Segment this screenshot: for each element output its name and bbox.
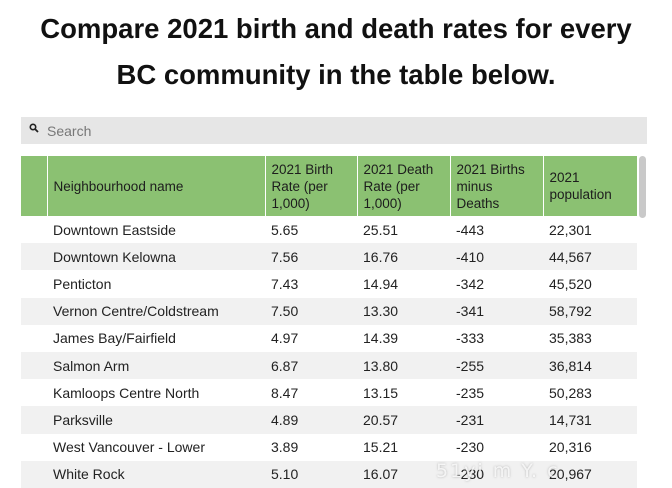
neighbourhood-cell: Vernon Centre/Coldstream [47,297,265,325]
births-minus-deaths-cell: -410 [450,243,543,271]
population-cell: 45,520 [543,270,637,298]
neighbourhood-cell: James Bay/Fairfield [47,324,265,352]
watermark: 51yi m Y. c [436,460,560,482]
table-row: Penticton 7.43 14.94 -342 45,520 [21,270,637,298]
population-cell: 50,283 [543,379,637,407]
neighbourhood-cell: Downtown Eastside [47,216,265,244]
birth-rate-cell: 7.50 [265,297,357,325]
table-row: Parksville 4.89 20.57 -231 14,731 [21,406,637,434]
table-body: Downtown Eastside 5.65 25.51 -443 22,301 Down… [21,216,637,488]
death-rate-cell: 20.57 [357,406,450,434]
row-blank [21,406,47,434]
birth-rate-cell: 6.87 [265,351,357,380]
births-minus-deaths-cell: -231 [450,406,543,434]
births-minus-deaths-cell: -230 [450,433,543,461]
header-population[interactable]: 2021 population [542,156,637,216]
search-input[interactable] [47,117,647,144]
birth-rate-cell: 7.56 [265,243,357,271]
neighbourhood-cell: West Vancouver - Lower [47,433,265,461]
death-rate-cell: 16.76 [357,243,450,271]
header-death-rate[interactable]: 2021 Death Rate (per 1,000) [356,156,450,216]
row-blank [21,379,47,407]
page-title: Compare 2021 birth and death rates for e… [0,6,672,98]
table-row: West Vancouver - Lower 3.89 15.21 -230 20,31… [21,433,637,461]
title-line-2: BC community in the table below. [116,59,556,90]
table-row: Salmon Arm 6.87 13.80 -255 36,814 [21,351,637,380]
row-blank [21,216,47,244]
births-minus-deaths-cell: -235 [450,379,543,407]
death-rate-cell: 25.51 [357,216,450,244]
births-minus-deaths-cell: -333 [450,324,543,352]
birth-rate-cell: 7.43 [265,270,357,298]
population-cell: 58,792 [543,297,637,325]
death-rate-cell: 13.80 [357,351,450,380]
row-blank [21,243,47,271]
data-table: Neighbourhood name 2021 Birth Rate (per 1… [21,156,637,488]
header-blank [21,156,47,216]
births-minus-deaths-cell: -342 [450,270,543,298]
death-rate-cell: 13.15 [357,379,450,407]
data-table-container[interactable]: Neighbourhood name 2021 Birth Rate (per 1… [21,156,647,488]
row-blank [21,297,47,325]
population-cell: 20,316 [543,433,637,461]
header-birth-rate[interactable]: 2021 Birth Rate (per 1,000) [264,156,357,216]
death-rate-cell: 14.94 [357,270,450,298]
row-blank [21,351,47,380]
table-header: Neighbourhood name 2021 Birth Rate (per 1… [21,156,637,216]
row-blank [21,324,47,352]
births-minus-deaths-cell: -443 [450,216,543,244]
death-rate-cell: 14.39 [357,324,450,352]
births-minus-deaths-cell: -341 [450,297,543,325]
row-blank [21,433,47,461]
header-births-minus-deaths[interactable]: 2021 Births minus Deaths [449,156,543,216]
table-row: James Bay/Fairfield 4.97 14.39 -333 35,383 [21,324,637,352]
population-cell: 20,967 [543,460,637,488]
row-blank [21,460,47,488]
header-neighbourhood-name[interactable]: Neighbourhood name [46,156,265,216]
population-cell: 36,814 [543,351,637,380]
neighbourhood-cell: Salmon Arm [47,351,265,380]
table-row: Downtown Kelowna 7.56 16.76 -410 44,567 [21,243,637,271]
birth-rate-cell: 4.97 [265,324,357,352]
table-row: Kamloops Centre North 8.47 13.15 -235 50,283 [21,379,637,407]
table-row: White Rock 5.10 16.07 -230 20,967 [21,460,637,488]
population-cell: 22,301 [543,216,637,244]
neighbourhood-cell: White Rock [47,460,265,488]
table-row: Downtown Eastside 5.65 25.51 -443 22,301 [21,216,637,244]
birth-rate-cell: 4.89 [265,406,357,434]
birth-rate-cell: 5.65 [265,216,357,244]
row-blank [21,270,47,298]
search-icon [21,117,47,144]
birth-rate-cell: 8.47 [265,379,357,407]
birth-rate-cell: 5.10 [265,460,357,488]
neighbourhood-cell: Parksville [47,406,265,434]
population-cell: 35,383 [543,324,637,352]
neighbourhood-cell: Penticton [47,270,265,298]
table-row: Vernon Centre/Coldstream 7.50 13.30 -341 58,… [21,297,637,325]
search-bar[interactable] [21,117,647,144]
title-line-1: Compare 2021 birth and death rates for e… [40,13,632,44]
neighbourhood-cell: Downtown Kelowna [47,243,265,271]
vertical-scrollbar[interactable] [639,156,646,218]
death-rate-cell: 15.21 [357,433,450,461]
births-minus-deaths-cell: -230 [450,460,543,488]
death-rate-cell: 16.07 [357,460,450,488]
births-minus-deaths-cell: -255 [450,351,543,380]
death-rate-cell: 13.30 [357,297,450,325]
neighbourhood-cell: Kamloops Centre North [47,379,265,407]
birth-rate-cell: 3.89 [265,433,357,461]
population-cell: 14,731 [543,406,637,434]
population-cell: 44,567 [543,243,637,271]
